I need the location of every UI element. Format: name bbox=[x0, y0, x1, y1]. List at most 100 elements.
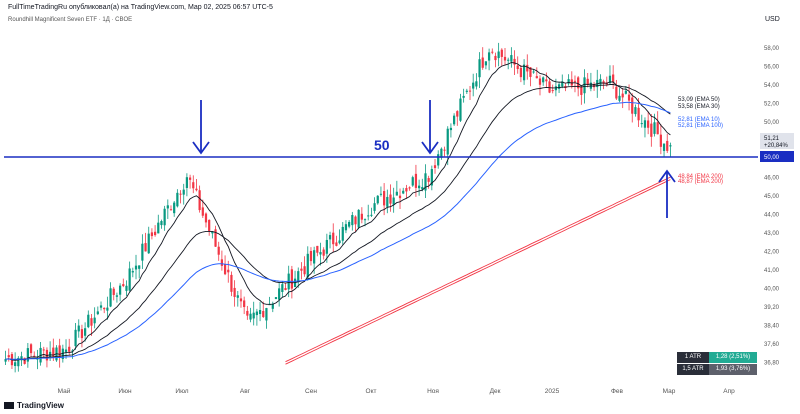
candle bbox=[538, 75, 542, 96]
candle bbox=[166, 199, 169, 219]
candle bbox=[249, 307, 252, 323]
candle bbox=[662, 143, 666, 158]
candle bbox=[522, 59, 526, 85]
atr-value-2: 1,93 (3,76%) bbox=[709, 364, 757, 375]
candle bbox=[433, 159, 437, 174]
candle bbox=[252, 301, 255, 326]
candle bbox=[258, 301, 262, 322]
candle bbox=[106, 296, 109, 320]
candle bbox=[586, 72, 589, 88]
candle bbox=[262, 301, 265, 319]
candle bbox=[376, 195, 379, 205]
candle bbox=[545, 72, 548, 88]
candle bbox=[134, 254, 138, 280]
candle bbox=[507, 57, 510, 70]
candle bbox=[421, 178, 424, 192]
time-tick-label: Ноя bbox=[427, 388, 439, 395]
candle bbox=[532, 69, 535, 74]
candle bbox=[478, 52, 481, 88]
candle bbox=[443, 146, 446, 157]
header-text: FullTimeTradingRu опубликовал(а) на Trad… bbox=[8, 4, 273, 11]
candle bbox=[427, 175, 430, 189]
candle bbox=[328, 231, 332, 249]
candle bbox=[647, 111, 650, 135]
candle bbox=[659, 124, 662, 155]
candle bbox=[637, 97, 640, 128]
time-tick-label: Июн bbox=[118, 388, 132, 395]
candle bbox=[373, 197, 376, 214]
candle bbox=[542, 76, 545, 86]
ema-10-line bbox=[5, 62, 671, 361]
candle bbox=[354, 215, 357, 232]
candle bbox=[666, 133, 669, 153]
candle bbox=[230, 271, 233, 297]
candle bbox=[185, 173, 189, 197]
candle bbox=[561, 74, 564, 89]
candle bbox=[214, 225, 217, 248]
candle bbox=[236, 290, 239, 307]
candle bbox=[23, 357, 26, 365]
candle bbox=[80, 324, 84, 348]
candle bbox=[398, 188, 402, 210]
level-price-tag: 50,00 bbox=[760, 151, 794, 162]
candle bbox=[580, 86, 583, 105]
price-tick-label: 44,00 bbox=[764, 213, 780, 219]
candle bbox=[650, 114, 653, 147]
ema200a-label: 48,84 (EMA 200) bbox=[678, 174, 723, 180]
candle bbox=[643, 117, 647, 138]
atr-value-1: 1,28 (2,51%) bbox=[709, 352, 757, 363]
price-tick-label: 58,00 bbox=[764, 46, 780, 52]
atr-label-1: 1 ATR bbox=[677, 352, 709, 363]
last-price-text: 51,21 bbox=[764, 136, 780, 142]
price-axis[interactable]: 58,0056,0054,0052,0050,0049,0047,0046,00… bbox=[764, 46, 780, 367]
candle bbox=[503, 47, 507, 66]
candle bbox=[303, 256, 306, 277]
candle bbox=[621, 88, 624, 109]
price-tick-label: 37,60 bbox=[764, 342, 780, 348]
candle bbox=[452, 113, 456, 126]
time-axis[interactable]: Май Июн Июл Авг Сен Окт Ноя Дек 2025 Фев Мар Апр bbox=[58, 387, 735, 395]
candle bbox=[182, 183, 185, 205]
candle bbox=[589, 72, 592, 92]
candle bbox=[424, 164, 427, 198]
candle bbox=[141, 234, 144, 270]
candle bbox=[4, 350, 7, 366]
price-tick-label: 42,00 bbox=[764, 250, 780, 256]
candle bbox=[389, 184, 392, 212]
candle bbox=[29, 343, 33, 358]
candle bbox=[217, 241, 220, 261]
candle bbox=[656, 111, 659, 135]
candle bbox=[150, 228, 154, 240]
candle bbox=[612, 65, 615, 89]
ema200b-label: 48,87 (EMA 200) bbox=[678, 179, 723, 185]
candle bbox=[567, 74, 570, 86]
ema100-label: 52,81 (EMA 100) bbox=[678, 123, 723, 129]
level-tag-text: 50,00 bbox=[764, 155, 780, 161]
candle bbox=[153, 225, 157, 237]
price-tick-label: 46,00 bbox=[764, 176, 780, 182]
candle bbox=[233, 280, 236, 307]
atr-panel: 1 ATR 1,28 (2,51%) 1,5 ATR 1,93 (3,76%) bbox=[677, 352, 757, 376]
candle bbox=[290, 265, 293, 299]
candle bbox=[293, 270, 297, 288]
candle bbox=[179, 190, 182, 204]
candle bbox=[608, 65, 612, 85]
candle bbox=[627, 84, 631, 111]
candle bbox=[157, 214, 160, 234]
candle bbox=[74, 323, 77, 350]
candle bbox=[201, 199, 204, 218]
candle bbox=[437, 150, 440, 169]
candle bbox=[131, 267, 134, 278]
symbol-title: Roundhill Magnificent Seven ETF · 1Д · C… bbox=[8, 17, 133, 23]
candle bbox=[535, 67, 538, 79]
candle bbox=[147, 226, 150, 254]
candle bbox=[370, 207, 373, 218]
ema50-label: 53,09 (EMA 50) bbox=[678, 97, 720, 103]
candle bbox=[176, 189, 179, 208]
candle bbox=[192, 175, 195, 194]
price-tick-label: 43,00 bbox=[764, 231, 780, 237]
candle bbox=[459, 93, 462, 123]
candle bbox=[169, 205, 173, 211]
candle bbox=[631, 93, 634, 123]
